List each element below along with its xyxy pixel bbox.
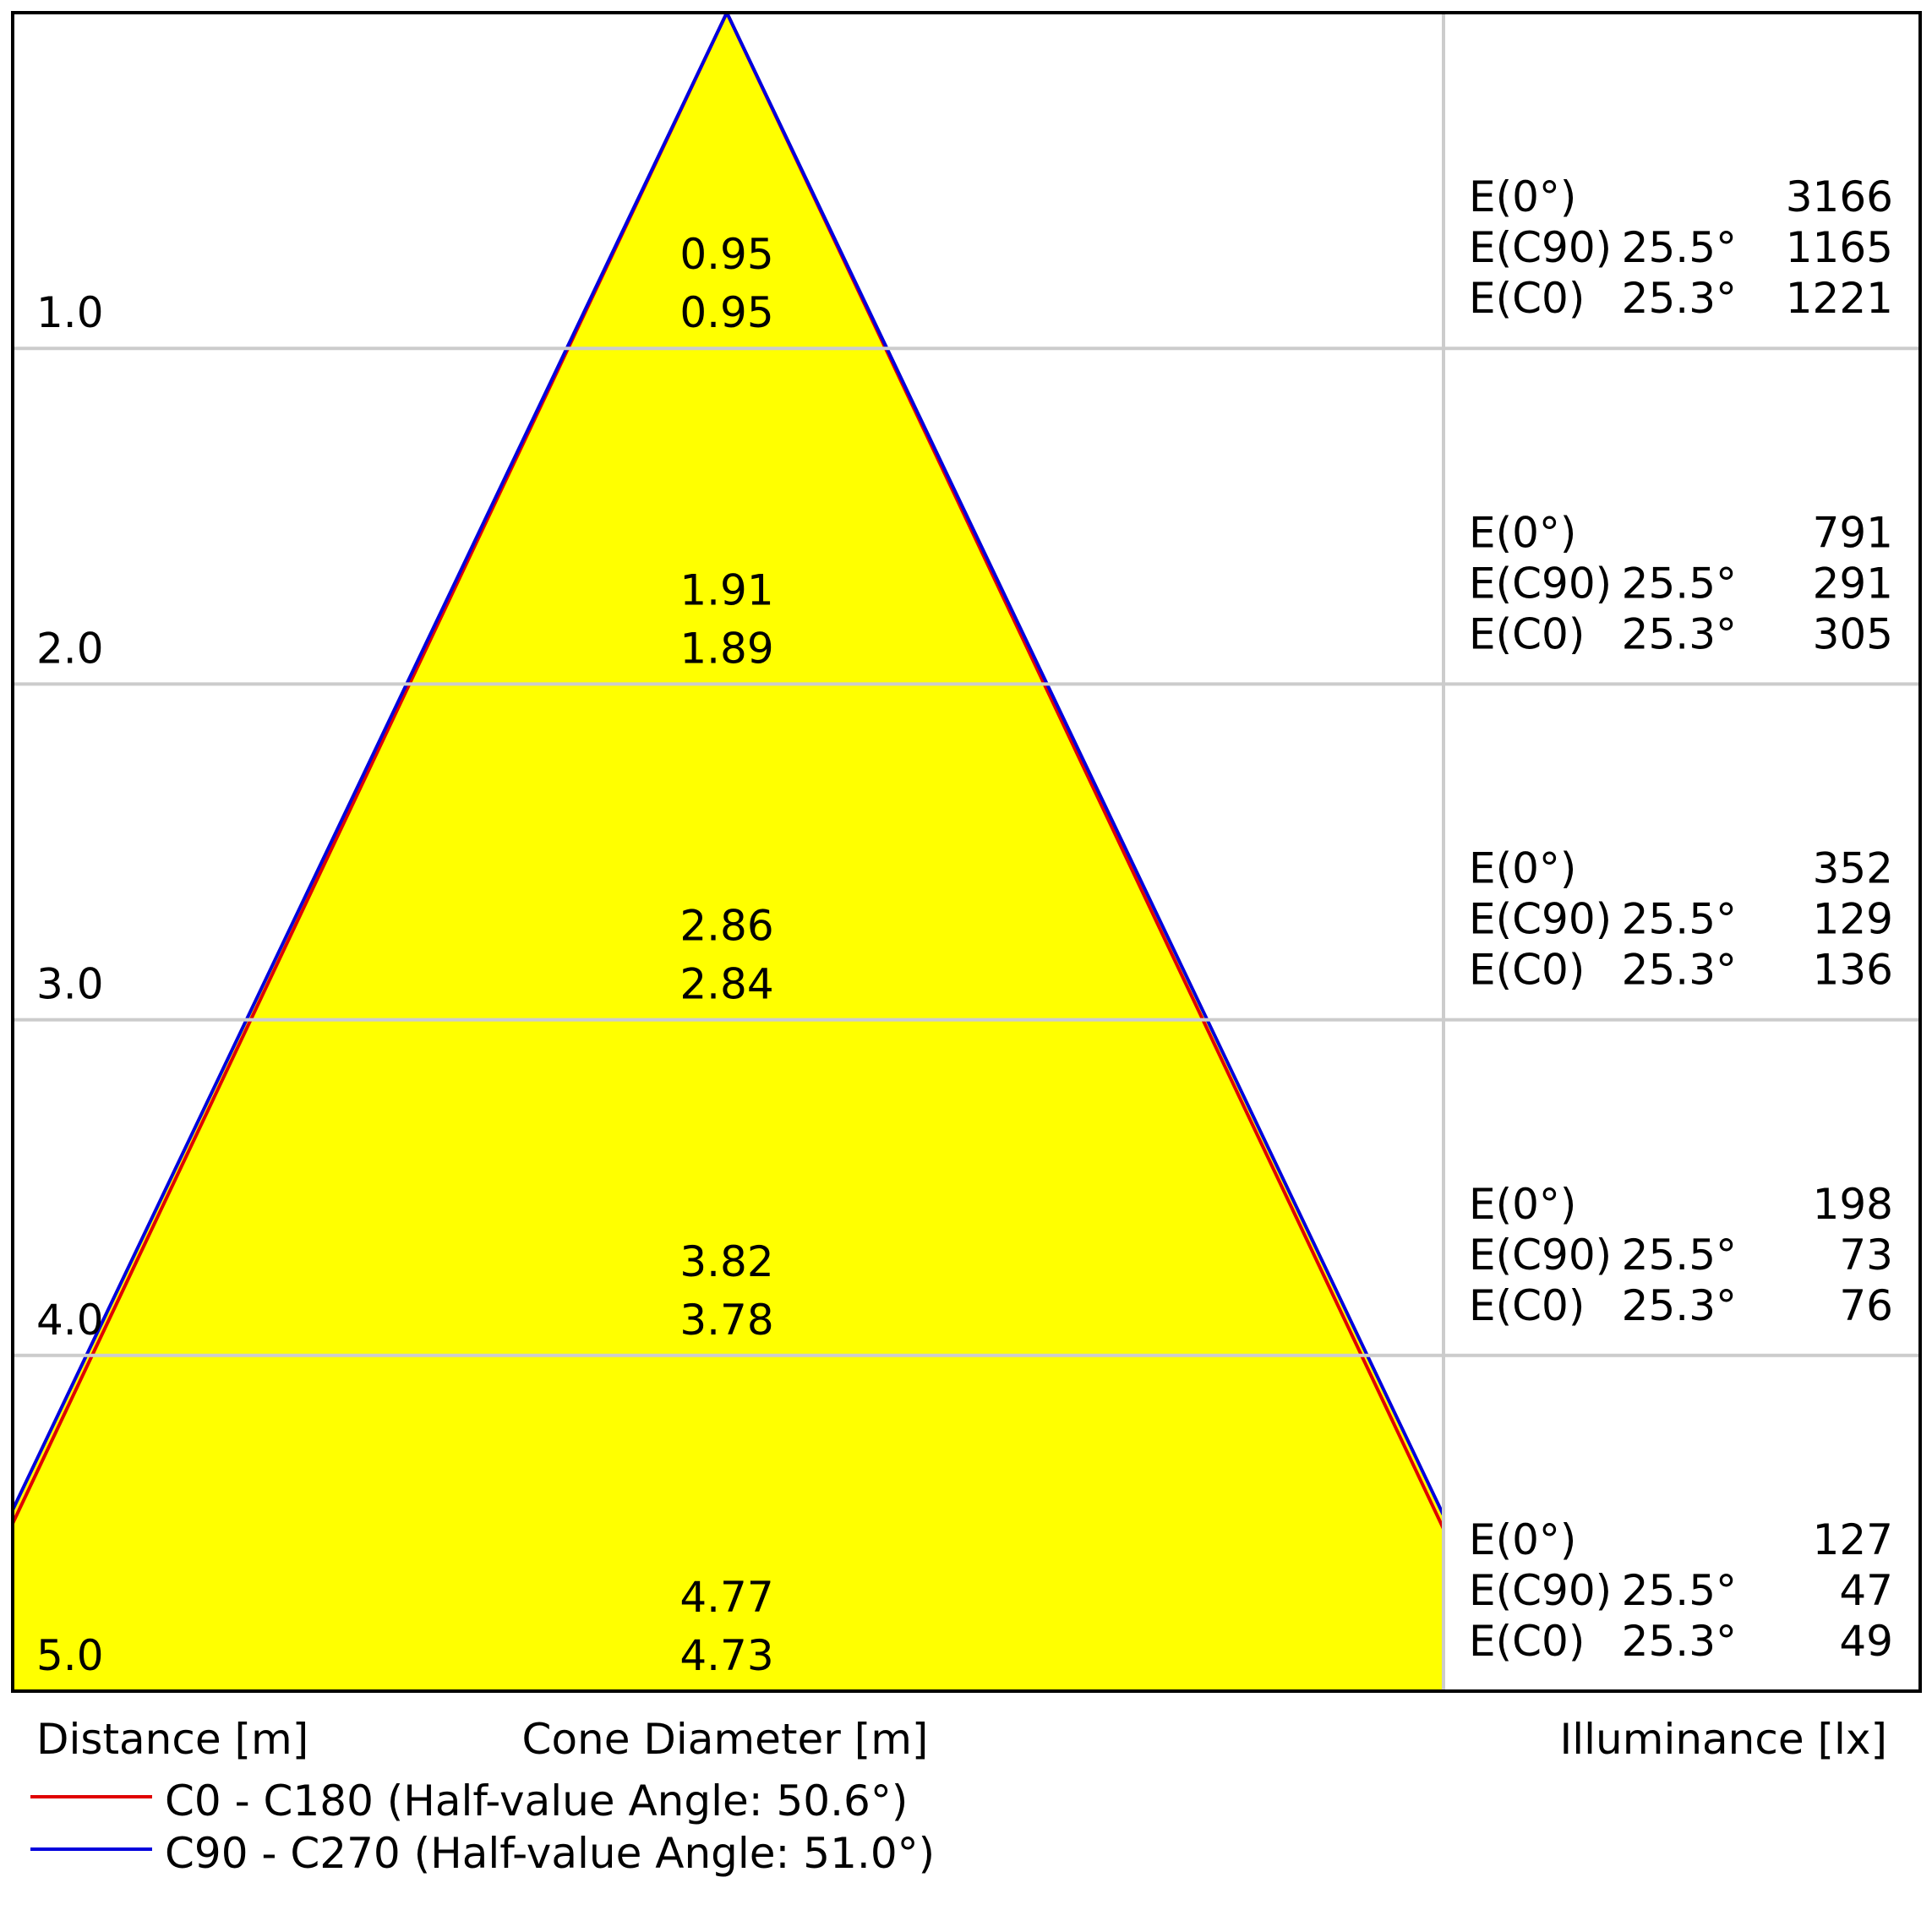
illuminance-ec90-angle: 25.5°: [1622, 223, 1737, 272]
cone-diameter-c90-label: 0.95: [679, 230, 773, 279]
cone-diameter-c0-label: 3.78: [679, 1296, 773, 1345]
cone-diameter-c0-label: 4.73: [679, 1631, 773, 1680]
illuminance-e0-label: E(0°): [1469, 844, 1576, 893]
cone-diameter-c0-label: 1.89: [679, 624, 773, 673]
x-axis-label-illuminance: Illuminance [lx]: [1560, 1715, 1887, 1764]
illuminance-ec90-angle: 25.5°: [1622, 1231, 1737, 1280]
illuminance-ec0-angle: 25.3°: [1622, 1617, 1737, 1666]
legend-label-c90: C90 - C270 (Half-value Angle: 51.0°): [165, 1829, 935, 1878]
illuminance-ec0-value: 76: [1839, 1281, 1893, 1330]
illuminance-ec90-value: 47: [1839, 1566, 1893, 1615]
illuminance-ec0-value: 1221: [1786, 274, 1893, 323]
distance-tick-label: 1.0: [36, 288, 104, 337]
chart-frame: [11, 11, 1922, 1693]
illuminance-ec90-value: 129: [1813, 895, 1893, 944]
illuminance-e0-label: E(0°): [1469, 1515, 1576, 1564]
illuminance-ec90-label: E(C90): [1469, 223, 1612, 272]
illuminance-ec0-label: E(C0): [1469, 274, 1585, 323]
illuminance-e0-label: E(0°): [1469, 1180, 1576, 1229]
illuminance-ec0-angle: 25.3°: [1622, 274, 1737, 323]
illuminance-e0-label: E(0°): [1469, 508, 1576, 557]
grid-layer: [11, 11, 1922, 1693]
illuminance-ec90-angle: 25.5°: [1622, 895, 1737, 944]
illuminance-e0-value: 352: [1813, 844, 1893, 893]
illuminance-ec0-label: E(C0): [1469, 946, 1585, 995]
cone-diameter-c0-label: 0.95: [679, 288, 773, 337]
distance-tick-label: 2.0: [36, 624, 104, 673]
illuminance-e0-value: 3166: [1786, 172, 1893, 221]
illuminance-e0-value: 198: [1813, 1180, 1893, 1229]
cone-diameter-c0-label: 2.84: [679, 960, 773, 1009]
illuminance-e0-value: 127: [1813, 1515, 1893, 1564]
illuminance-ec90-label: E(C90): [1469, 1566, 1612, 1615]
illuminance-e0-label: E(0°): [1469, 172, 1576, 221]
cone-diameter-c90-label: 1.91: [679, 565, 773, 614]
illuminance-ec90-label: E(C90): [1469, 895, 1612, 944]
illuminance-ec0-value: 49: [1839, 1617, 1893, 1666]
illuminance-ec90-value: 291: [1813, 559, 1893, 608]
illuminance-ec90-angle: 25.5°: [1622, 1566, 1737, 1615]
illuminance-ec0-label: E(C0): [1469, 1617, 1585, 1666]
illuminance-ec90-value: 1165: [1786, 223, 1893, 272]
illuminance-ec0-label: E(C0): [1469, 609, 1585, 658]
cone-diameter-c90-label: 4.77: [679, 1573, 773, 1622]
legend-label-c0: C0 - C180 (Half-value Angle: 50.6°): [165, 1776, 908, 1826]
distance-tick-label: 4.0: [36, 1296, 104, 1345]
cone-diameter-c90-label: 3.82: [679, 1237, 773, 1286]
illuminance-ec90-value: 73: [1839, 1231, 1893, 1280]
illuminance-ec0-angle: 25.3°: [1622, 609, 1737, 658]
cone-diameter-c90-label: 2.86: [679, 902, 773, 951]
illuminance-ec90-label: E(C90): [1469, 559, 1612, 608]
c90-edge-right: [725, 13, 1444, 1520]
illuminance-ec0-label: E(C0): [1469, 1281, 1585, 1330]
illuminance-ec0-angle: 25.3°: [1622, 946, 1737, 995]
illuminance-ec0-angle: 25.3°: [1622, 1281, 1737, 1330]
c90-edge-left: [13, 13, 729, 1514]
distance-tick-label: 3.0: [36, 960, 104, 1009]
illuminance-e0-value: 791: [1813, 508, 1893, 557]
illuminance-ec0-value: 305: [1813, 609, 1893, 658]
illuminance-ec90-label: E(C90): [1469, 1231, 1612, 1280]
cone-layer: [13, 13, 1444, 1691]
illuminance-ec0-value: 136: [1813, 946, 1893, 995]
cone-fill: [13, 13, 1444, 1691]
distance-tick-label: 5.0: [36, 1631, 104, 1680]
illuminance-ec90-angle: 25.5°: [1622, 559, 1737, 608]
x-axis-label-cone-diameter: Cone Diameter [m]: [522, 1715, 929, 1764]
x-axis-label-distance: Distance [m]: [36, 1715, 308, 1764]
